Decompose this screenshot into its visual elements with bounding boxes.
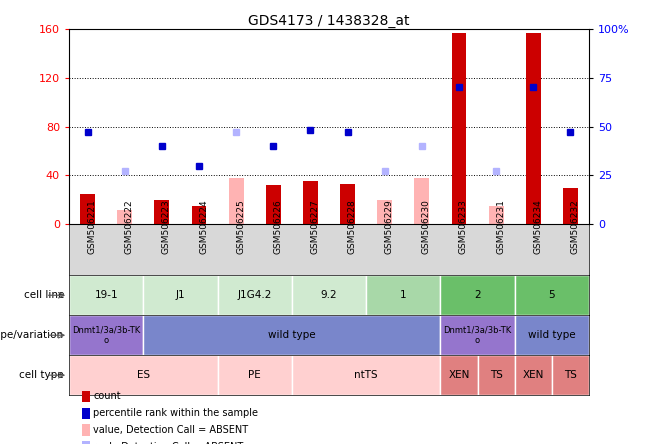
- Text: cell line: cell line: [24, 290, 64, 300]
- Bar: [117, 210, 132, 224]
- Text: XEN: XEN: [522, 370, 544, 380]
- Bar: [303, 182, 318, 224]
- Text: GSM506222: GSM506222: [125, 199, 134, 254]
- Text: GSM506226: GSM506226: [273, 199, 282, 254]
- Bar: [229, 178, 243, 224]
- Bar: [377, 200, 392, 224]
- Bar: [191, 206, 207, 224]
- Text: Dnmt1/3a/3b-TK
o: Dnmt1/3a/3b-TK o: [443, 325, 512, 345]
- Text: GSM506229: GSM506229: [385, 199, 393, 254]
- Text: genotype/variation: genotype/variation: [0, 330, 64, 340]
- Text: GSM506223: GSM506223: [162, 199, 171, 254]
- Text: ntTS: ntTS: [354, 370, 378, 380]
- Text: wild type: wild type: [528, 330, 576, 340]
- Text: GSM506225: GSM506225: [236, 199, 245, 254]
- Text: TS: TS: [564, 370, 577, 380]
- Bar: [266, 185, 281, 224]
- Bar: [526, 32, 541, 224]
- Bar: [478, 355, 515, 395]
- Bar: [440, 315, 515, 355]
- Text: GSM506233: GSM506233: [459, 199, 468, 254]
- Text: wild type: wild type: [268, 330, 316, 340]
- Text: J1: J1: [176, 290, 186, 300]
- Text: J1G4.2: J1G4.2: [238, 290, 272, 300]
- Bar: [69, 275, 143, 315]
- Bar: [440, 355, 478, 395]
- Text: GSM506232: GSM506232: [570, 199, 579, 254]
- Text: cell type: cell type: [19, 370, 64, 380]
- Bar: [69, 355, 218, 395]
- Bar: [415, 178, 429, 224]
- Text: GSM506221: GSM506221: [88, 199, 97, 254]
- Text: TS: TS: [490, 370, 503, 380]
- Bar: [563, 187, 578, 224]
- Text: 9.2: 9.2: [320, 290, 338, 300]
- Text: ES: ES: [137, 370, 150, 380]
- Text: PE: PE: [248, 370, 261, 380]
- Bar: [143, 275, 218, 315]
- Text: GSM506230: GSM506230: [422, 199, 431, 254]
- Bar: [292, 275, 366, 315]
- Bar: [515, 355, 552, 395]
- Text: 2: 2: [474, 290, 481, 300]
- Bar: [515, 315, 589, 355]
- Text: 19-1: 19-1: [94, 290, 118, 300]
- Bar: [451, 32, 467, 224]
- Text: GSM506228: GSM506228: [347, 199, 357, 254]
- Bar: [69, 315, 143, 355]
- Bar: [218, 355, 292, 395]
- Text: percentile rank within the sample: percentile rank within the sample: [93, 408, 259, 418]
- Text: rank, Detection Call = ABSENT: rank, Detection Call = ABSENT: [93, 442, 243, 444]
- Text: XEN: XEN: [448, 370, 470, 380]
- Text: GSM506234: GSM506234: [533, 199, 542, 254]
- Text: count: count: [93, 391, 121, 401]
- Text: GSM506224: GSM506224: [199, 199, 208, 254]
- Bar: [218, 275, 292, 315]
- Text: GSM506227: GSM506227: [311, 199, 319, 254]
- Text: 5: 5: [549, 290, 555, 300]
- Bar: [366, 275, 440, 315]
- Text: Dnmt1/3a/3b-TK
o: Dnmt1/3a/3b-TK o: [72, 325, 140, 345]
- Bar: [155, 200, 169, 224]
- Bar: [515, 275, 589, 315]
- Bar: [340, 184, 355, 224]
- Bar: [80, 194, 95, 224]
- Text: GSM506231: GSM506231: [496, 199, 505, 254]
- Text: value, Detection Call = ABSENT: value, Detection Call = ABSENT: [93, 425, 249, 435]
- Bar: [292, 355, 440, 395]
- Bar: [143, 315, 440, 355]
- Bar: [440, 275, 515, 315]
- Text: 1: 1: [400, 290, 407, 300]
- Bar: [552, 355, 589, 395]
- Bar: [489, 206, 503, 224]
- Title: GDS4173 / 1438328_at: GDS4173 / 1438328_at: [248, 14, 410, 28]
